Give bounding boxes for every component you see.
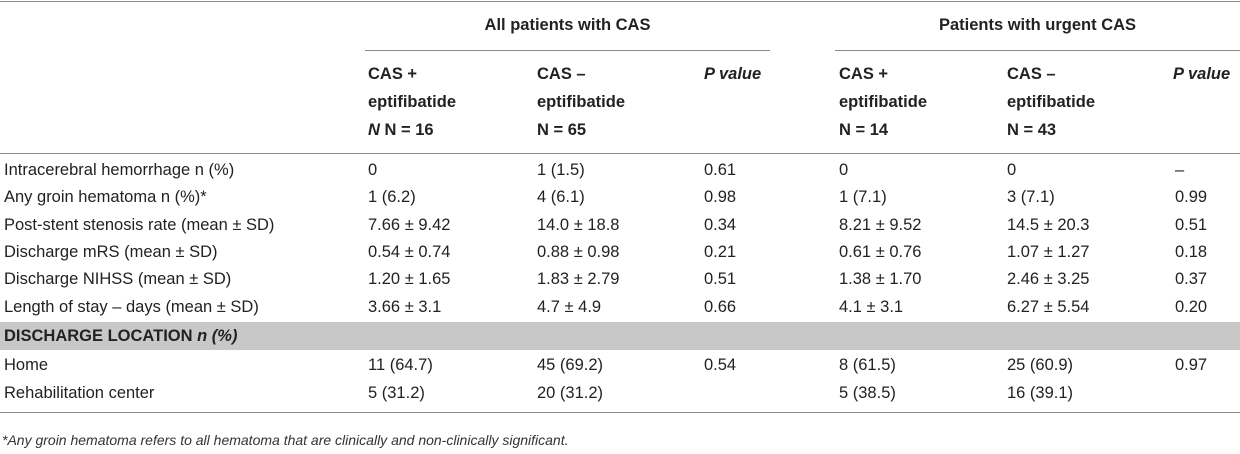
header-rule [0,153,1240,154]
table-cell: 4.1 ± 3.1 [839,297,904,316]
table-cell: 4 (6.1) [537,188,585,207]
section-label: DISCHARGE LOCATION n (%) [4,327,238,345]
footnote: *Any groin hematoma refers to all hemato… [2,432,569,448]
table-cell: 0.61 [704,161,737,179]
table-cell: 1 (6.2) [368,188,416,207]
row-label: Home [4,356,49,374]
table-cell: 45 (69.2) [537,356,604,374]
table-cell: 0.88 ± 0.98 [537,242,620,261]
table-cell: 8 (61.5) [839,356,896,374]
table-cell: 7.66 ± 9.42 [368,215,451,234]
table-cell: 2.46 ± 3.25 [1007,270,1090,289]
table-cell: 5 (38.5) [839,384,896,402]
table-cell: 0.61 ± 0.76 [839,242,922,261]
table-cell: 8.21 ± 9.52 [839,215,922,234]
table-cell: 1.83 ± 2.79 [537,270,620,289]
row-label: Intracerebral hemorrhage n (%) [4,161,235,179]
col-header-all-p: P value [704,65,762,83]
bottom-rule [0,412,1240,413]
table-cell: 0.54 ± 0.74 [368,242,451,261]
table-cell: 3 (7.1) [1007,188,1055,207]
n-value: N = 16 [384,121,434,139]
table-cell: 0.37 [1175,270,1208,289]
top-rule [0,1,1240,2]
table-cell: 11 (64.7) [368,356,433,374]
col-header-all-minus: CAS – eptifibatide N = 65 [537,65,626,139]
table-cell: 14.0 ± 18.8 [537,215,620,234]
col-header-urgent-p: P value [1173,65,1231,83]
table-cell: 1.07 ± 1.27 [1007,242,1090,261]
table-cell: 20 (31.2) [537,384,604,402]
row-label: Length of stay – days (mean ± SD) [4,297,259,316]
table-cell: 0.21 [704,242,737,261]
table-cell: 1.38 ± 1.70 [839,270,922,289]
table-cell: 1 (7.1) [839,188,887,207]
table-cell: 0.34 [704,215,737,234]
table-cell: 0.54 [704,356,737,374]
section-band [0,322,1240,350]
group-rule-urgent [835,50,1240,51]
row-label: Rehabilitation center [4,384,155,402]
table-cell: 1 (1.5) [537,161,585,179]
table-cell: 25 (60.9) [1007,356,1074,374]
row-label: Discharge NIHSS (mean ± SD) [4,270,232,289]
table-cell: 0.66 [704,297,737,316]
table-cell: 0.51 [1175,215,1208,234]
group-header-all: All patients with CAS [484,16,651,34]
table-cell: 0.99 [1175,188,1208,207]
col-header-urgent-minus: CAS – eptifibatide N = 43 [1007,65,1096,139]
group-header-urgent: Patients with urgent CAS [938,16,1137,34]
table-cell: 0.18 [1175,242,1208,261]
table-cell: 16 (39.1) [1007,384,1074,402]
col-header-all-plus: CAS + eptifibatide N N = 16 [368,65,457,139]
row-label: Post-stent stenosis rate (mean ± SD) [4,215,275,234]
table-cell: 0 [839,161,849,179]
table-cell: 0.98 [704,188,737,207]
table-cell: 1.20 ± 1.65 [368,270,451,289]
table-cell: 4.7 ± 4.9 [537,297,602,316]
table-cell: 5 (31.2) [368,384,425,402]
table-cell: 0.97 [1175,356,1208,374]
group-rule-all [365,50,770,51]
table-cell: 3.66 ± 3.1 [368,297,442,316]
table-cell: 0 [368,161,378,179]
table-cell: 0.51 [704,270,737,289]
table-cell: 14.5 ± 20.3 [1007,215,1090,234]
row-label: Any groin hematoma n (%)* [4,188,207,207]
table-cell: 0 [1007,161,1017,179]
table-cell: 0.20 [1175,297,1208,316]
table-cell: – [1175,161,1185,179]
row-label: Discharge mRS (mean ± SD) [4,242,218,261]
col-header-urgent-plus: CAS + eptifibatide N = 14 [839,65,928,139]
table-cell: 6.27 ± 5.54 [1007,297,1090,316]
